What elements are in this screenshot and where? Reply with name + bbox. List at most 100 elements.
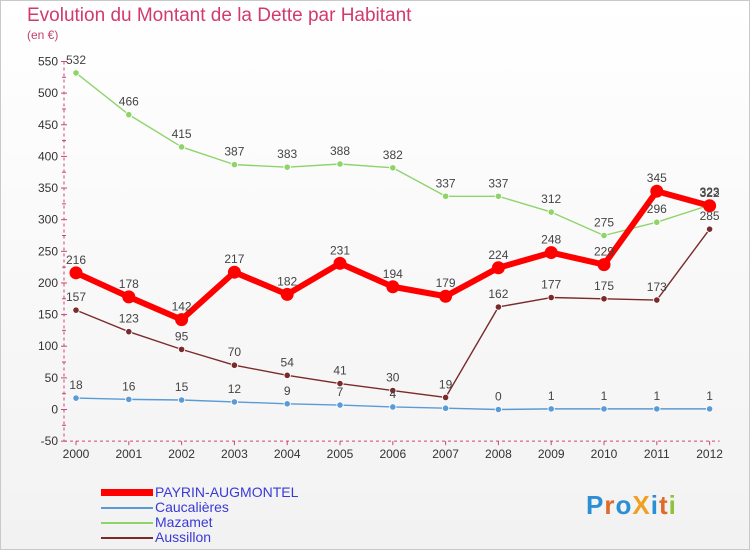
data-label: 4 [389, 387, 396, 401]
data-label: 231 [330, 243, 350, 257]
data-label: 383 [277, 147, 297, 161]
x-tick-label: 2007 [432, 447, 459, 461]
data-label: 216 [66, 253, 86, 267]
legend-item: Aussillon [101, 530, 298, 545]
data-point [283, 371, 291, 379]
data-point [494, 405, 502, 414]
data-label: 9 [284, 384, 291, 398]
data-label: 54 [281, 355, 295, 369]
data-point [597, 258, 611, 272]
x-tick-label: 2004 [274, 447, 301, 461]
data-point [230, 361, 238, 369]
data-point [72, 394, 80, 402]
legend-label: Mazamet [155, 514, 213, 530]
data-label: 41 [333, 364, 347, 378]
proxiti-logo: ProXiti [586, 490, 677, 520]
legend: PAYRIN-AUGMONTEL Caucalières Mazamet Aussil… [101, 485, 298, 545]
x-tick-label: 2000 [63, 447, 90, 461]
data-label: 162 [488, 287, 508, 301]
data-label: 217 [224, 252, 244, 266]
data-label: 178 [119, 277, 139, 291]
x-tick-label: 2012 [696, 447, 723, 461]
data-label: 7 [337, 385, 344, 399]
data-label: 1 [653, 389, 660, 403]
data-point [544, 246, 558, 260]
data-point [175, 313, 189, 327]
legend-swatch [101, 489, 153, 496]
data-label: 157 [66, 290, 86, 304]
data-point [336, 379, 344, 388]
data-label: 1 [548, 389, 555, 403]
data-point [494, 192, 502, 200]
x-tick-label: 2009 [538, 447, 565, 461]
x-tick-label: 2010 [591, 447, 618, 461]
legend-swatch [101, 521, 153, 524]
data-point [178, 143, 186, 151]
data-point [441, 192, 450, 200]
data-label: 229 [594, 245, 614, 259]
data-point [178, 345, 186, 353]
data-point [230, 161, 238, 169]
data-label: 19 [439, 377, 453, 391]
legend-label: Caucalières [155, 499, 229, 515]
y-tick-label: 300 [38, 213, 58, 227]
data-point [283, 163, 291, 171]
y-tick-label: 350 [38, 181, 58, 195]
y-tick-label: -50 [41, 434, 59, 448]
data-label: 312 [541, 192, 561, 206]
data-label: 275 [594, 216, 614, 230]
data-point [547, 405, 555, 413]
data-label: 1 [601, 389, 608, 403]
data-label: 30 [386, 371, 400, 385]
data-point [386, 280, 400, 294]
data-point [72, 69, 80, 77]
x-tick-label: 2005 [327, 447, 354, 461]
data-label: 182 [277, 274, 297, 288]
data-point [653, 296, 661, 304]
data-point [336, 401, 344, 409]
data-point [280, 287, 294, 301]
legend-item: Caucalières [101, 500, 298, 515]
data-point [600, 295, 608, 303]
data-point [333, 256, 347, 270]
data-label: 296 [647, 202, 667, 216]
data-point [441, 404, 450, 412]
data-label: 337 [436, 176, 456, 190]
data-label: 0 [495, 390, 502, 404]
data-point [600, 405, 608, 413]
x-tick-label: 2001 [115, 447, 142, 461]
data-point [547, 293, 555, 302]
y-tick-label: 450 [38, 118, 58, 132]
data-label: 415 [172, 127, 192, 141]
data-label: 532 [66, 53, 86, 67]
data-point [600, 231, 608, 240]
data-point [705, 225, 714, 233]
data-label: 323 [700, 185, 720, 199]
data-label: 123 [119, 312, 139, 326]
x-tick-label: 2011 [644, 447, 670, 461]
data-point [441, 393, 450, 402]
data-point [178, 396, 186, 404]
data-label: 15 [175, 380, 189, 394]
data-point [230, 398, 238, 406]
legend-swatch [101, 536, 153, 539]
data-label: 224 [488, 248, 508, 262]
y-tick-label: 400 [38, 149, 58, 163]
y-tick-label: 500 [38, 86, 58, 100]
data-label: 466 [119, 95, 139, 109]
data-label: 345 [647, 171, 667, 185]
data-label: 173 [647, 280, 667, 294]
data-point [547, 208, 555, 216]
x-tick-label: 2006 [379, 447, 406, 461]
x-tick-label: 2003 [221, 447, 248, 461]
data-label: 177 [541, 278, 561, 292]
data-point [705, 405, 714, 413]
legend-item: Mazamet [101, 515, 298, 530]
legend-item: PAYRIN-AUGMONTEL [101, 485, 298, 500]
data-point [227, 265, 241, 279]
data-point [650, 184, 664, 198]
data-label: 179 [436, 276, 456, 290]
data-point [653, 405, 661, 413]
